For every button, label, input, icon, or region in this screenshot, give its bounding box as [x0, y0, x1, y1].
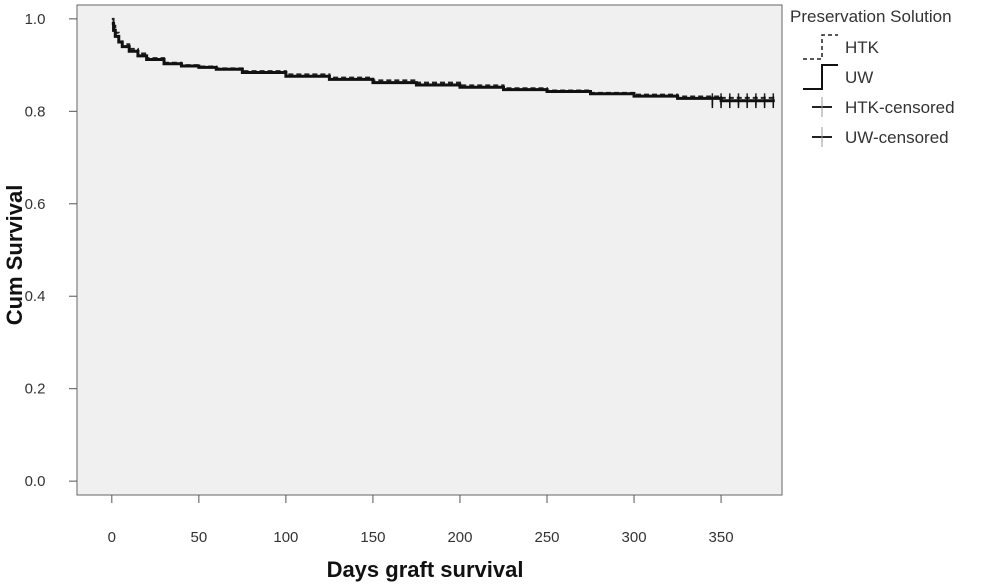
x-tick-label-250: 250 [534, 529, 559, 546]
legend-title: Preservation Solution [790, 7, 952, 26]
legend-label-3: UW-censored [845, 128, 949, 147]
legend-swatch-htk [803, 34, 838, 60]
series-layer [111, 17, 775, 103]
legend-item-uw-censored: UW-censored [812, 127, 949, 147]
x-tick-label-300: 300 [622, 529, 647, 546]
x-axis-label: Days graft survival [327, 557, 524, 582]
y-tick-label-1: 0.2 [25, 381, 46, 398]
y-axis: 0.0 0.2 0.4 0.6 0.8 1.0 [25, 11, 77, 490]
x-axis: 0 50 100 150 200 250 300 350 [108, 495, 734, 546]
legend-label-2: HTK-censored [845, 98, 955, 117]
y-tick-label-4: 0.8 [25, 103, 46, 120]
y-tick-label-5: 1.0 [25, 11, 46, 28]
x-tick-label-50: 50 [191, 529, 208, 546]
x-tick-label-150: 150 [360, 529, 385, 546]
x-tick-label-0: 0 [108, 529, 116, 546]
legend: Preservation Solution HTK UW HTK-censored U… [790, 7, 955, 147]
legend-item-htk: HTK [803, 34, 880, 60]
y-tick-label-0: 0.0 [25, 473, 46, 490]
legend-item-htk-censored: HTK-censored [812, 97, 955, 117]
x-tick-label-200: 200 [447, 529, 472, 546]
x-tick-label-100: 100 [273, 529, 298, 546]
y-axis-label: Cum Survival [2, 185, 27, 326]
legend-label-0: HTK [845, 38, 880, 57]
y-tick-label-3: 0.6 [25, 196, 46, 213]
legend-swatch-uw [803, 64, 838, 90]
censor-markers [711, 93, 775, 109]
plot-area [76, 4, 783, 496]
legend-label-1: UW [845, 68, 873, 87]
legend-item-uw: UW [803, 64, 873, 90]
y-tick-label-2: 0.4 [25, 288, 46, 305]
series-line-uw [111, 21, 775, 103]
x-tick-label-350: 350 [709, 529, 734, 546]
